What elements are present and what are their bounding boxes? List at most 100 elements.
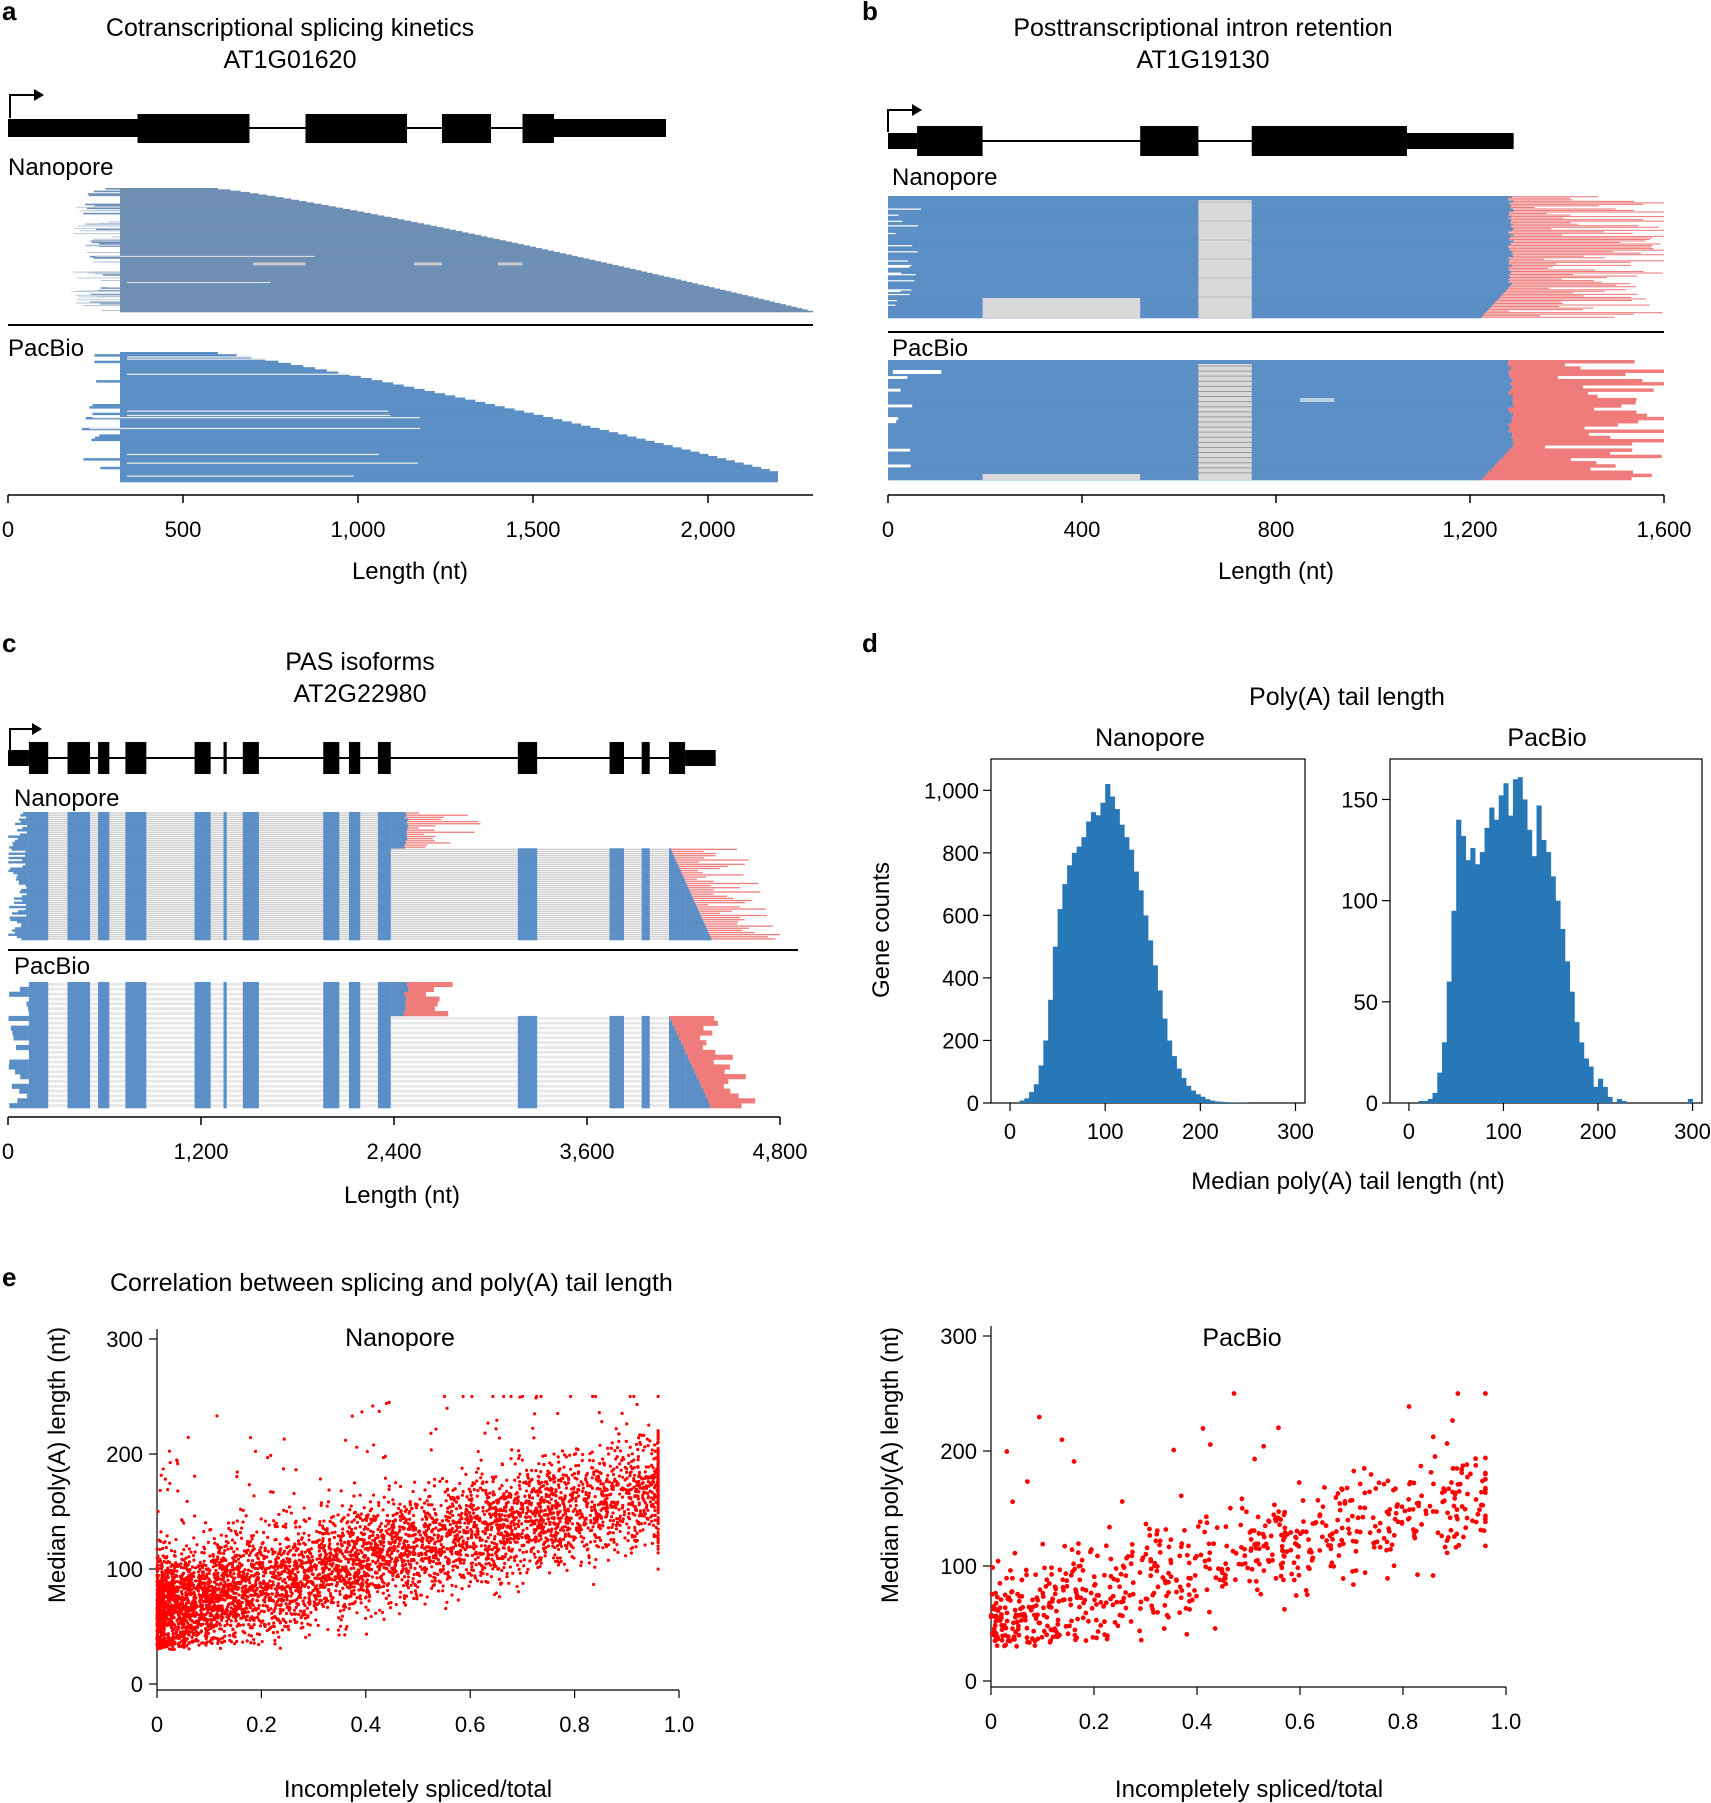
- polyA-tail: [407, 823, 481, 825]
- read: [120, 305, 792, 308]
- intronic-read: [16, 936, 711, 938]
- read-exon: [223, 1049, 227, 1055]
- read-exon: [641, 1025, 650, 1031]
- read-3utr: [685, 931, 709, 934]
- read: [120, 300, 770, 302]
- read-3utr: [390, 1006, 406, 1012]
- read-exon: [98, 1006, 110, 1012]
- read-utr: [15, 1069, 29, 1075]
- read: [120, 304, 786, 306]
- read: [120, 268, 636, 271]
- read: [120, 432, 619, 435]
- read-exon: [377, 1083, 391, 1089]
- read-3utr: [685, 1103, 711, 1109]
- read-exon: [28, 873, 49, 877]
- read-exon: [28, 1059, 49, 1065]
- read-exon: [125, 826, 147, 830]
- read-exon: [194, 1078, 211, 1085]
- read-exon: [323, 895, 340, 898]
- polyA-tail: [1509, 232, 1633, 234]
- intron-retained-read: [127, 453, 379, 456]
- read-3utr: [685, 935, 711, 939]
- read-exon: [669, 920, 686, 924]
- histogram-bar: [1536, 805, 1542, 1103]
- polyA-tail: [408, 825, 436, 827]
- read-exon: [98, 837, 110, 841]
- track-label-nanopore-c: Nanopore: [14, 785, 119, 812]
- read-exon: [641, 937, 650, 941]
- read: [120, 238, 500, 241]
- read: [120, 218, 398, 220]
- read: [120, 246, 537, 249]
- read-exon: [242, 820, 259, 823]
- read-exon: [669, 935, 686, 939]
- read-exon: [223, 916, 227, 919]
- polyA-tail: [1511, 366, 1581, 370]
- read-exon: [28, 1020, 49, 1026]
- read-exon: [125, 850, 147, 853]
- read-exon: [242, 1069, 259, 1075]
- read-exon: [641, 933, 650, 937]
- read-exon: [242, 996, 259, 1002]
- read-exon: [348, 1069, 361, 1075]
- read-utr: [26, 903, 29, 907]
- read-exon: [125, 1011, 147, 1017]
- read: [888, 470, 1489, 474]
- x-tick-label: 0.8: [559, 1712, 590, 1737]
- read-exon: [67, 1078, 91, 1085]
- read-exon: [609, 931, 624, 934]
- read-exon: [242, 927, 259, 930]
- read: [120, 250, 555, 253]
- read-exon: [517, 927, 538, 930]
- read-exon: [669, 878, 685, 881]
- polyA-tail: [703, 921, 738, 923]
- read-exon: [242, 816, 259, 819]
- read-exon: [194, 927, 211, 930]
- read-exon: [28, 824, 49, 828]
- read-utr: [25, 884, 29, 887]
- polyA-tail: [694, 1069, 725, 1075]
- read-exon: [377, 846, 391, 849]
- histogram-bar: [1418, 1100, 1424, 1103]
- polyA-tail: [1512, 445, 1546, 449]
- read-exon: [641, 1093, 650, 1099]
- track-label-pacbio-c: PacBio: [14, 953, 90, 980]
- read-exon: [377, 895, 391, 898]
- read-exon: [323, 844, 340, 847]
- read-exon: [98, 858, 110, 862]
- polyA-tail: [688, 887, 741, 889]
- read-exon: [323, 1040, 340, 1046]
- intronic-read: [13, 1036, 680, 1040]
- read: [120, 211, 364, 214]
- read-3utr: [685, 1074, 697, 1080]
- read: [888, 199, 1509, 201]
- read-exon: [377, 982, 391, 988]
- polyA-tail: [1508, 267, 1548, 269]
- read-exon: [28, 869, 49, 873]
- histogram-bar: [1460, 835, 1467, 1103]
- read-exon: [194, 1020, 211, 1026]
- read-exon: [242, 901, 259, 905]
- intronic-read: [34, 1012, 404, 1015]
- histogram-bar: [1029, 1092, 1035, 1103]
- read-exon: [609, 863, 624, 866]
- read-exon: [669, 1074, 686, 1080]
- polyA-tail: [1512, 254, 1664, 256]
- polyA-tail: [406, 831, 475, 833]
- read-exon: [194, 850, 211, 853]
- histogram-bar: [1579, 1042, 1585, 1103]
- read-exon: [609, 880, 624, 883]
- polyA-tail: [406, 996, 440, 1002]
- read-exon: [223, 1045, 227, 1051]
- read-exon: [67, 841, 91, 845]
- read-exon: [125, 882, 147, 885]
- x-tick-label: 0: [1004, 1119, 1016, 1144]
- x-tick-label: 2,000: [680, 517, 735, 542]
- read-exon: [609, 876, 624, 879]
- read-exon: [669, 848, 671, 851]
- read-utr: [11, 848, 29, 851]
- histogram-bar: [1076, 846, 1082, 1103]
- read-exon: [377, 1069, 391, 1075]
- read-utr: [21, 937, 29, 941]
